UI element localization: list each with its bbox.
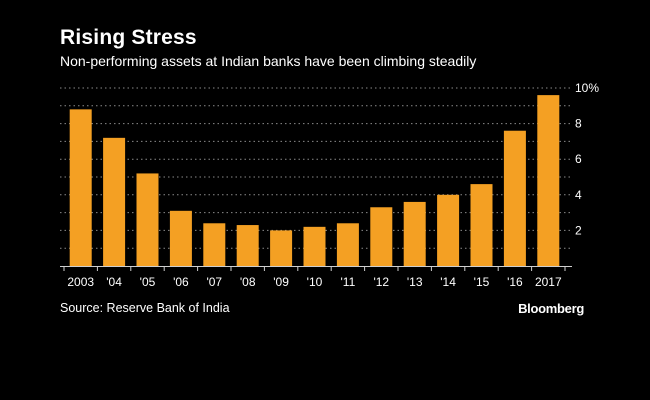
bar-15 — [470, 184, 493, 266]
x-axis-ticks: 2003 '04 '05 '06 '07 '08 '09 '10 '11 '12 '13 '14 '15… — [67, 275, 562, 289]
x-tick-label: '05 — [140, 275, 156, 289]
chart-subtitle: Non-performing assets at Indian banks ha… — [60, 53, 477, 69]
x-tick-label: '10 — [307, 275, 323, 289]
bar-11 — [336, 223, 359, 266]
x-tick-label: '09 — [273, 275, 289, 289]
y-tick-label: 4 — [575, 188, 582, 202]
bloomberg-logo: Bloomberg — [518, 301, 584, 316]
bars — [69, 95, 560, 267]
bar-09 — [270, 230, 293, 266]
x-tick-label: '14 — [440, 275, 456, 289]
bar-04 — [103, 137, 126, 266]
bar-2017 — [537, 95, 560, 267]
x-tick-label: '12 — [373, 275, 389, 289]
x-tick-label: '06 — [173, 275, 189, 289]
y-tick-label: 8 — [575, 117, 582, 131]
x-tick-label: '16 — [507, 275, 523, 289]
x-axis — [60, 266, 572, 271]
bar-13 — [403, 201, 426, 266]
x-tick-label: '13 — [407, 275, 423, 289]
y-axis-ticks: 2 4 6 8 10% — [575, 81, 599, 237]
bar-08 — [236, 225, 259, 266]
x-tick-label: '15 — [474, 275, 490, 289]
x-tick-label: 2017 — [535, 275, 562, 289]
y-tick-label: 6 — [575, 152, 582, 166]
bar-14 — [437, 194, 460, 266]
y-tick-label: 2 — [575, 223, 582, 237]
bar-10 — [303, 226, 326, 266]
bar-16 — [503, 130, 526, 266]
x-tick-label: 2003 — [67, 275, 94, 289]
bar-06 — [169, 210, 192, 266]
chart-title: Rising Stress — [60, 26, 197, 49]
bar-12 — [370, 207, 393, 266]
x-tick-label: '07 — [206, 275, 222, 289]
bar-07 — [203, 223, 226, 266]
y-tick-label: 10% — [575, 81, 599, 95]
x-tick-label: '11 — [341, 275, 356, 289]
bar-05 — [136, 173, 159, 266]
source-note: Source: Reserve Bank of India — [60, 301, 230, 315]
x-tick-label: '08 — [240, 275, 256, 289]
bar-2003 — [69, 109, 92, 266]
x-tick-label: '04 — [106, 275, 122, 289]
